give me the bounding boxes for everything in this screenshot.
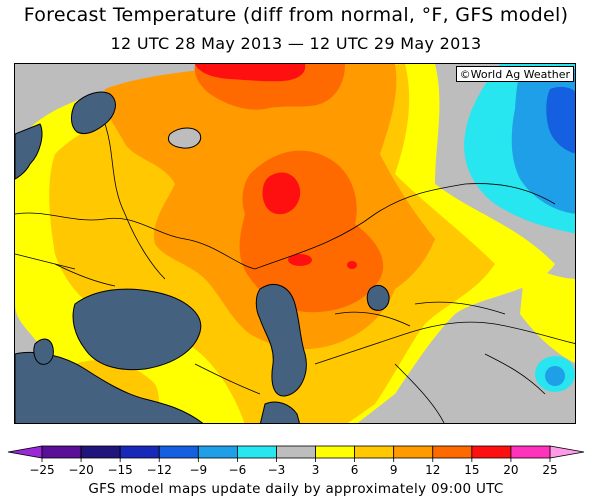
legend-tick-label: −9 bbox=[189, 463, 207, 477]
aral-sea bbox=[366, 285, 390, 311]
legend-arrow-right bbox=[549, 445, 585, 459]
legend-swatch bbox=[236, 445, 277, 459]
legend-tick-label: −20 bbox=[68, 463, 93, 477]
legend-tick-label: −3 bbox=[268, 463, 286, 477]
legend-tick-label: −12 bbox=[147, 463, 172, 477]
update-note: GFS model maps update daily by approxima… bbox=[88, 481, 504, 497]
legend-tick-label: 3 bbox=[312, 463, 320, 477]
legend-swatch bbox=[80, 445, 121, 459]
legend-swatches bbox=[7, 445, 585, 459]
legend-swatch bbox=[510, 445, 551, 459]
legend-swatch bbox=[432, 445, 473, 459]
legend-arrow-left bbox=[7, 445, 43, 459]
legend-swatch bbox=[315, 445, 356, 459]
legend-swatch bbox=[158, 445, 199, 459]
legend-tick-label: 15 bbox=[464, 463, 479, 477]
legend-ticks: −25 −20 −15 −12 −9 −6 −3 3 6 9 12 15 20 25 bbox=[29, 458, 558, 477]
legend-tick-label: 25 bbox=[542, 463, 557, 477]
legend-tick-label: 20 bbox=[503, 463, 518, 477]
water-bodies bbox=[15, 91, 390, 423]
legend-tick-label: 9 bbox=[390, 463, 398, 477]
black-sea bbox=[72, 288, 202, 371]
map-title: Forecast Temperature (diff from normal, … bbox=[23, 4, 569, 26]
legend-swatch bbox=[354, 445, 395, 459]
cool-anomaly-zone bbox=[464, 64, 575, 392]
map-canvas bbox=[15, 64, 575, 423]
caspian-sea bbox=[255, 284, 307, 397]
legend-tick-label: −25 bbox=[29, 463, 54, 477]
legend-swatch bbox=[197, 445, 238, 459]
credit-label: ©World Ag Weather bbox=[455, 66, 574, 82]
legend-tick-label: −15 bbox=[107, 463, 132, 477]
legend-swatch bbox=[41, 445, 82, 459]
white-sea bbox=[168, 127, 202, 149]
legend-tick-label: 12 bbox=[425, 463, 440, 477]
temperature-anomaly-map bbox=[14, 63, 576, 424]
anomaly-15-20-zone bbox=[195, 64, 357, 269]
legend-tick-label: −6 bbox=[229, 463, 247, 477]
legend-swatch bbox=[276, 445, 316, 459]
country-borders bbox=[15, 123, 575, 423]
north-sea bbox=[15, 123, 43, 180]
persian-gulf bbox=[259, 401, 300, 423]
color-legend: −25 −20 −15 −12 −9 −6 −3 3 6 9 12 15 20 25 bbox=[7, 445, 585, 477]
legend-tick-label: 6 bbox=[351, 463, 359, 477]
adriatic-aegean bbox=[33, 338, 54, 365]
legend-swatch bbox=[471, 445, 512, 459]
legend-swatch bbox=[393, 445, 434, 459]
legend-swatch bbox=[119, 445, 160, 459]
valid-period: 12 UTC 28 May 2013 — 12 UTC 29 May 2013 bbox=[110, 34, 482, 53]
